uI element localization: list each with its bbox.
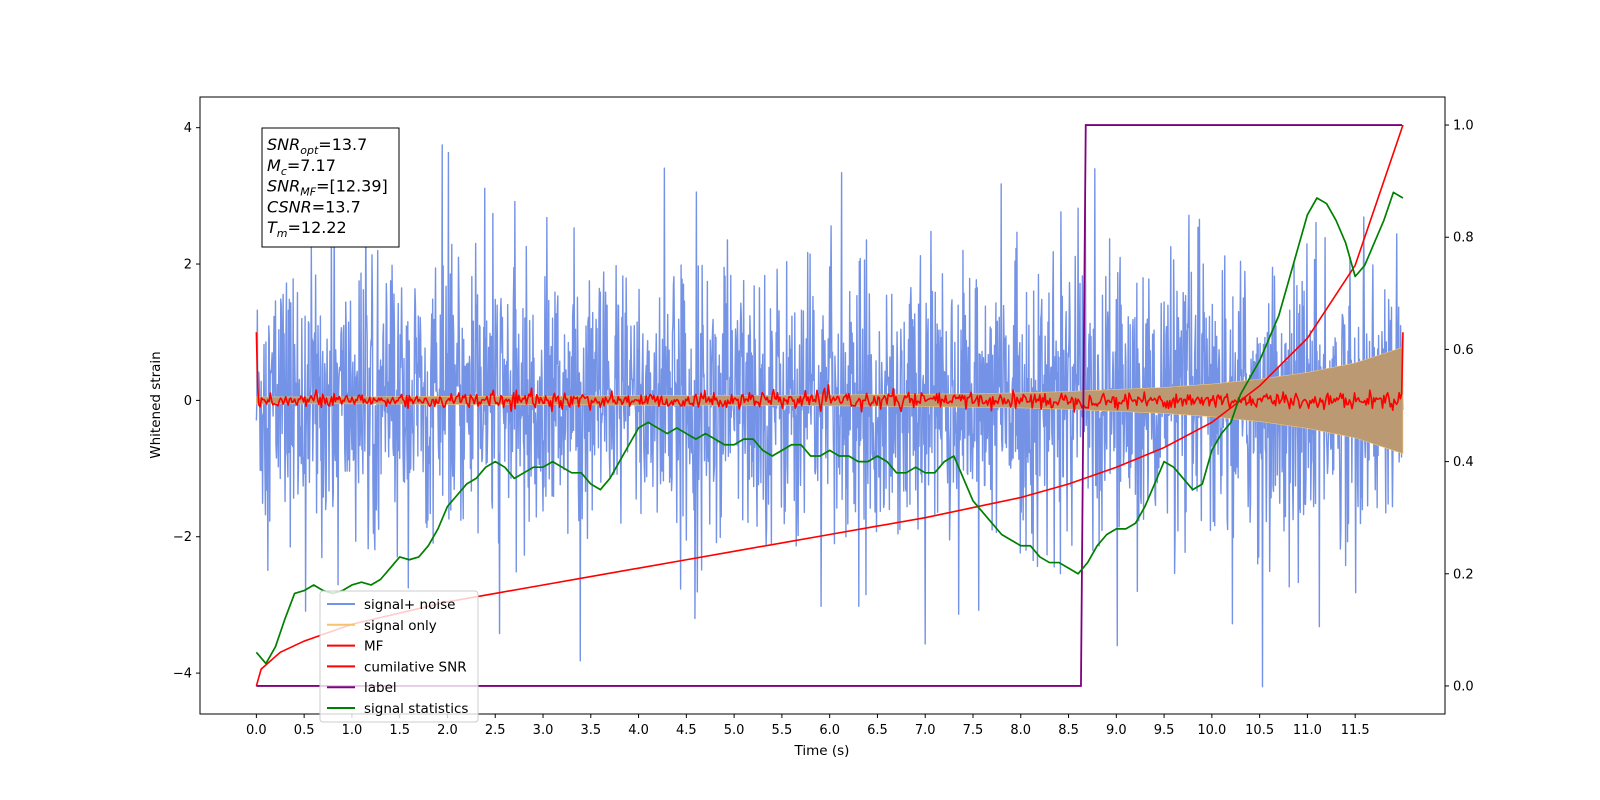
- y-right-tick-label: 0.6: [1453, 343, 1474, 358]
- y-axis-left: −4 −2 0 2 4: [173, 121, 200, 682]
- x-tick-label: 7.0: [915, 723, 936, 738]
- info-value: =13.7: [312, 197, 361, 216]
- legend-label: MF: [364, 639, 383, 655]
- legend-label: label: [364, 680, 397, 696]
- x-tick-label: 10.5: [1245, 723, 1274, 738]
- info-value: =7.17: [287, 156, 336, 175]
- y-right-tick-label: 0.0: [1453, 679, 1474, 694]
- series-signal-statistics: [255, 191, 1404, 665]
- y-right-tick-label: 0.4: [1453, 455, 1474, 470]
- x-tick-label: 3.0: [533, 723, 554, 738]
- x-tick-label: 0.5: [294, 723, 315, 738]
- y-left-tick-label: 2: [184, 258, 192, 273]
- x-tick-label: 11.0: [1293, 723, 1322, 738]
- y-left-tick-label: 4: [184, 121, 192, 136]
- info-subscript: MF: [300, 186, 316, 199]
- x-tick-label: 0.0: [246, 723, 267, 738]
- legend-frame: [319, 590, 479, 723]
- x-tick-label: 10.0: [1197, 723, 1226, 738]
- y-left-tick-label: 0: [184, 394, 192, 409]
- x-tick-label: 5.5: [772, 723, 793, 738]
- series-mf: [255, 332, 1404, 413]
- info-subscript: opt: [300, 144, 319, 157]
- x-axis: 0.0 0.5 1.0 1.5 2.0 2.5 3.0 3.5 4.0 4.5 5.0 5.5 6.0 6…: [246, 714, 1370, 738]
- x-tick-label: 1.5: [389, 723, 410, 738]
- info-box-line: CSNR=13.7: [267, 197, 361, 216]
- x-tick-label: 4.5: [676, 723, 697, 738]
- x-tick-label: 6.0: [819, 723, 840, 738]
- info-box-line: Tm=12.22: [267, 218, 347, 240]
- x-tick-label: 7.5: [963, 723, 984, 738]
- x-tick-label: 3.5: [580, 723, 601, 738]
- y-left-tick-label: −2: [173, 530, 192, 545]
- info-symbol: CSNR: [267, 197, 312, 216]
- info-value: =[12.39]: [316, 177, 388, 196]
- info-value: =13.7: [318, 135, 367, 154]
- x-tick-label: 9.5: [1154, 723, 1175, 738]
- y-axis-label: Whitened strain: [148, 351, 164, 458]
- plot-frame: [199, 96, 1446, 715]
- x-tick-label: 9.0: [1106, 723, 1127, 738]
- x-tick-label: 1.0: [342, 723, 363, 738]
- info-box-line: SNRMF=[12.39]: [267, 177, 388, 199]
- legend-label: cumilative SNR: [364, 659, 467, 675]
- y-axis-right: 0.0 0.2 0.4 0.6 0.8 1.0: [1445, 119, 1474, 694]
- x-tick-label: 6.5: [867, 723, 888, 738]
- x-tick-label: 2.5: [485, 723, 506, 738]
- x-tick-label: 11.5: [1341, 723, 1370, 738]
- series-label: [256, 124, 1402, 687]
- x-tick-label: 5.0: [724, 723, 745, 738]
- x-tick-label: 4.0: [628, 723, 649, 738]
- info-subscript: m: [277, 227, 288, 240]
- info-value: =12.22: [288, 218, 347, 237]
- y-right-tick-label: 0.2: [1453, 567, 1474, 582]
- info-box-line: SNRopt=13.7: [267, 135, 367, 157]
- info-symbol: M: [267, 156, 281, 175]
- y-right-tick-label: 0.8: [1453, 231, 1474, 246]
- legend-label: signal+ noise: [364, 597, 455, 613]
- info-subscript: c: [281, 165, 287, 178]
- legend-label: signal only: [364, 618, 437, 634]
- info-symbol: SNR: [267, 177, 300, 196]
- info-box-frame: [261, 127, 400, 248]
- x-tick-label: 2.0: [437, 723, 458, 738]
- info-symbol: T: [267, 218, 278, 237]
- legend: signal+ noise signal only MF cumilative SNR…: [319, 590, 479, 723]
- legend-label: signal statistics: [364, 701, 468, 717]
- info-symbol: SNR: [267, 135, 300, 154]
- x-axis-label: Time (s): [794, 743, 850, 759]
- x-tick-label: 8.0: [1010, 723, 1031, 738]
- y-right-tick-label: 1.0: [1453, 119, 1474, 134]
- x-tick-label: 8.5: [1058, 723, 1079, 738]
- info-box: SNRopt=13.7Mc=7.17SNRMF=[12.39]CSNR=13.7…: [261, 127, 400, 248]
- y-left-tick-label: −4: [173, 667, 192, 682]
- info-box-line: Mc=7.17: [267, 156, 336, 178]
